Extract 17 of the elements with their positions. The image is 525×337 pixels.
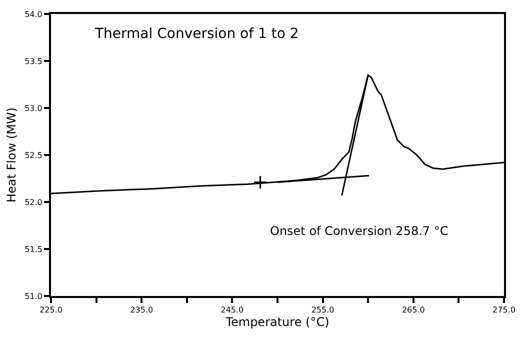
x-tick-label: 275.0 — [492, 306, 516, 315]
y-tick-label: 52.5 — [24, 150, 42, 160]
text: Thermal Conversion of 1 to 2 — [94, 26, 299, 42]
x-tick-label: 255.0 — [311, 306, 334, 315]
x-tick-label: 245.0 — [220, 306, 244, 315]
annotation: Onset of Conversion 258.7 °C — [270, 224, 448, 238]
x-tick-label: 225.0 — [40, 306, 62, 315]
y-tick-label: 51.5 — [24, 244, 42, 254]
y-tick-label: 51.0 — [24, 292, 42, 301]
x-tick-label: 265.0 — [402, 306, 425, 315]
y-tick-label: 54.0 — [24, 10, 42, 19]
x-axis-title: Temperature (°C) — [224, 315, 330, 329]
y-tick-label: 53.5 — [24, 56, 42, 66]
y-tick-label: 53.0 — [24, 104, 42, 113]
y-tick-label: 52.0 — [24, 198, 42, 207]
x-tick-label: 235.0 — [130, 306, 154, 315]
y-axis-title: Heat Flow (MW) — [4, 107, 18, 203]
